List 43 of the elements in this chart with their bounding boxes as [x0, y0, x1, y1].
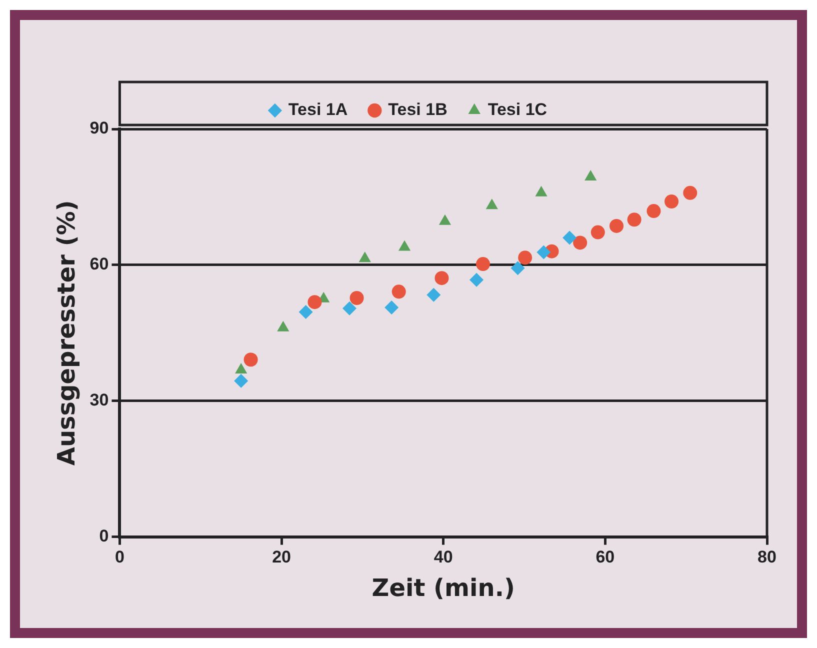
point: [536, 245, 551, 260]
x-tick-label: 40: [434, 548, 453, 567]
y-axis-title: Aussgepresster (%): [52, 200, 81, 466]
point: [510, 261, 525, 276]
point: [470, 272, 484, 287]
point: [350, 291, 364, 306]
legend-label: Tesi 1B: [388, 100, 448, 120]
point: [358, 252, 371, 262]
point: [438, 214, 452, 225]
x-tick-label: 0: [114, 548, 124, 567]
legend-label: Tesi 1A: [288, 100, 348, 120]
point: [590, 225, 605, 240]
legend-label: Tesi 1C: [488, 100, 548, 120]
x-tick-label: 80: [758, 548, 776, 567]
point: [392, 284, 406, 299]
x-axis-title: Zeit (min.): [372, 574, 515, 602]
point: [398, 240, 411, 251]
x-tick-label: 60: [596, 548, 615, 567]
point: [298, 305, 313, 320]
point: [244, 352, 258, 367]
point: [384, 300, 399, 315]
y-tick-label: 60: [90, 254, 109, 274]
y-tick-label: 30: [90, 390, 109, 410]
point: [342, 301, 356, 316]
point: [234, 374, 248, 388]
y-tick-label: 0: [99, 526, 109, 546]
point: [664, 194, 679, 208]
point: [562, 230, 577, 245]
point: [646, 204, 661, 218]
point: [518, 250, 532, 265]
point: [627, 212, 642, 227]
point: [426, 288, 441, 302]
point: [573, 236, 588, 250]
y-tick-label: 90: [90, 118, 109, 138]
x-tick-label: 20: [272, 548, 291, 567]
point: [535, 186, 548, 196]
point: [486, 198, 498, 210]
point: [476, 257, 490, 272]
point: [584, 170, 597, 181]
point: [683, 186, 698, 200]
point: [308, 295, 322, 310]
point: [434, 271, 449, 286]
point: [610, 218, 624, 233]
